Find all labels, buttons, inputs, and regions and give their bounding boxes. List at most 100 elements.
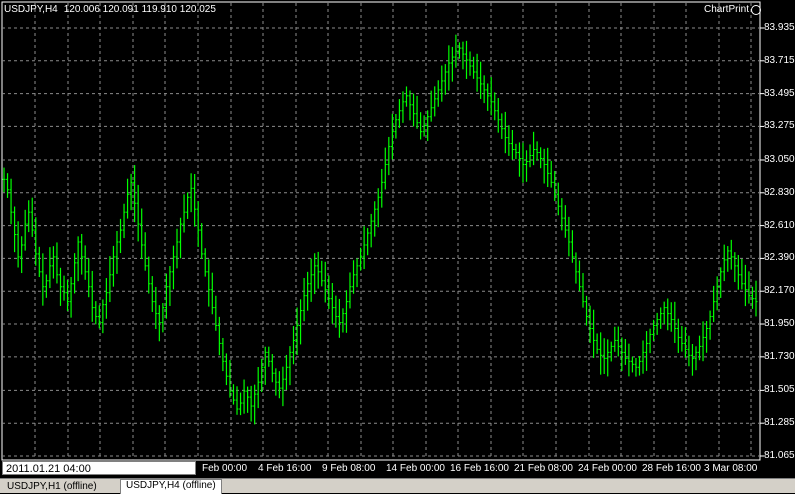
candle [299, 299, 303, 345]
candle [147, 256, 151, 294]
candle [585, 295, 589, 326]
tab-usdjpy-h4[interactable]: USDJPY,H4 (offline) [120, 479, 222, 494]
candle [175, 228, 179, 269]
candle [690, 343, 694, 376]
candle [44, 274, 48, 298]
candle [140, 208, 144, 260]
candle [126, 178, 130, 219]
candle [680, 326, 684, 352]
candle [574, 252, 578, 284]
candle [606, 339, 610, 377]
candle [27, 200, 31, 233]
candle [355, 258, 359, 288]
candle [736, 254, 740, 290]
candle [577, 260, 581, 292]
candle [507, 125, 511, 156]
candle [532, 131, 536, 166]
candle [539, 147, 543, 169]
candle [111, 245, 115, 287]
candle [323, 261, 327, 303]
candle [20, 236, 24, 274]
candle [687, 335, 691, 367]
candle [90, 270, 94, 322]
candle [510, 130, 514, 160]
candle [546, 147, 550, 188]
candle [500, 113, 504, 139]
candle [694, 346, 698, 371]
candle [415, 95, 419, 129]
candle [2, 167, 6, 193]
candle [408, 90, 412, 121]
candle [73, 253, 77, 294]
candle [30, 197, 34, 237]
candle [525, 150, 529, 182]
candle [334, 295, 338, 328]
candle [37, 246, 41, 278]
candle [648, 328, 652, 354]
tab-usdjpy-h1[interactable]: USDJPY,H1 (offline) [7, 481, 97, 492]
candle [623, 338, 627, 365]
candle [676, 318, 680, 353]
candle [309, 258, 313, 302]
time-label: 14 Feb 00:00 [386, 463, 445, 474]
plot-border [1, 1, 761, 461]
candle [401, 91, 405, 123]
candle [186, 192, 190, 219]
candle [277, 371, 281, 399]
candle [292, 326, 296, 365]
candle [119, 218, 123, 254]
candle [461, 41, 465, 70]
candle [528, 144, 532, 168]
candle [620, 337, 624, 371]
candle [306, 271, 310, 311]
time-label: 24 Feb 00:00 [578, 463, 637, 474]
candle [443, 64, 447, 95]
time-label: 21 Feb 08:00 [514, 463, 573, 474]
candle [256, 367, 260, 409]
symbol-label: USDJPY,H4 [4, 4, 58, 15]
chart-window[interactable]: USDJPY,H4 120.006 120.091 119.910 120.025… [0, 0, 795, 478]
candle [83, 245, 87, 280]
candle [450, 46, 454, 82]
chartprint-text: ChartPrint [703, 4, 749, 15]
chart-grid [1, 1, 764, 461]
symbol-header: USDJPY,H4 120.006 120.091 119.910 120.025 [4, 4, 216, 15]
candle [549, 160, 553, 188]
time-label: 4 Feb 16:00 [258, 463, 312, 474]
price-label: 83.275 [764, 120, 795, 132]
candle [426, 110, 430, 142]
candle [553, 170, 557, 202]
price-label: 83.935 [764, 22, 795, 33]
candle [383, 147, 387, 190]
candle [51, 246, 55, 279]
candle [352, 260, 356, 294]
candle [659, 307, 663, 329]
date-input[interactable]: 2011.01.21 04:00 [2, 461, 196, 475]
candle [108, 256, 112, 303]
candle [595, 333, 599, 354]
candle [87, 258, 91, 298]
price-label: 81.505 [764, 384, 795, 396]
candle [13, 206, 17, 253]
candle [157, 305, 161, 342]
candle [542, 148, 546, 184]
price-chart[interactable] [0, 0, 795, 478]
chart-tab-bar: USDJPY,H1 (offline) USDJPY,H4 (offline) [0, 478, 795, 494]
candle [260, 358, 264, 393]
candle [97, 305, 101, 329]
candle [560, 198, 564, 231]
candle [288, 346, 292, 386]
candle [41, 253, 45, 306]
candle [80, 233, 84, 275]
candle [337, 298, 341, 338]
candle [313, 253, 317, 295]
candle [69, 276, 73, 318]
candle [655, 312, 659, 335]
candle [380, 168, 384, 208]
candle [503, 111, 507, 154]
chartprint-label[interactable]: ChartPrint [704, 4, 761, 15]
time-label: Feb 00:00 [202, 463, 248, 474]
candle [602, 338, 606, 374]
candle [295, 307, 299, 356]
candle [16, 221, 20, 268]
